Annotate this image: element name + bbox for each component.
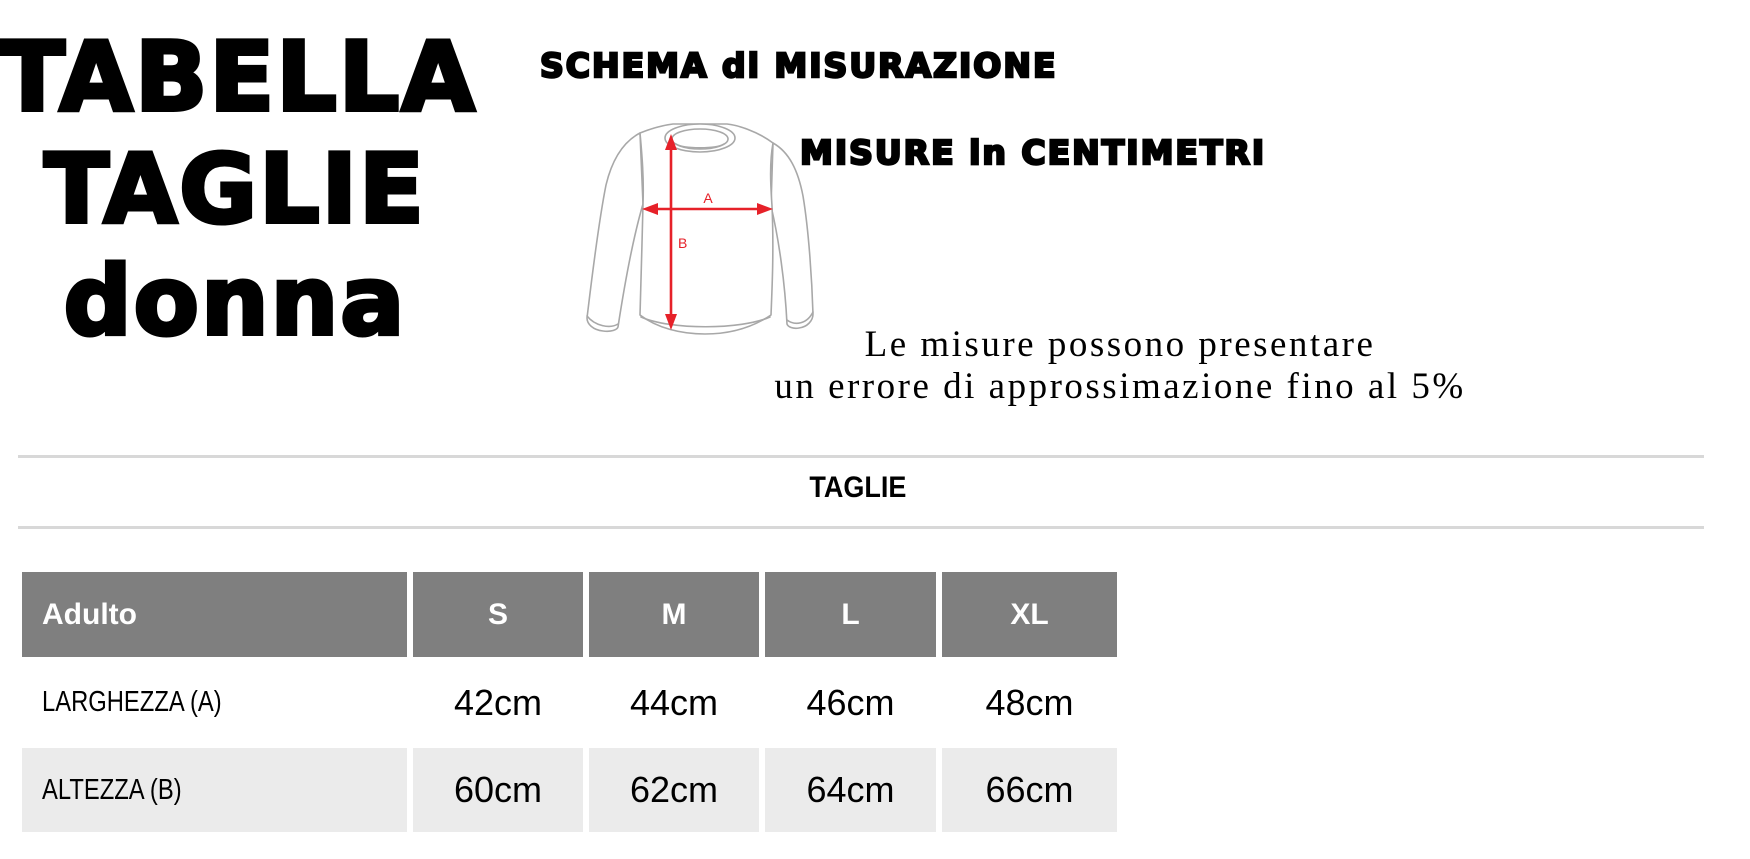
page-title-line-1: TABELLA <box>0 21 477 135</box>
width-arrow-label: A <box>703 190 713 206</box>
shirt-body <box>639 123 774 335</box>
units-heading: MISURE in CENTIMETRI <box>799 132 1267 174</box>
divider-bottom <box>18 526 1704 529</box>
width-value-l: 46cm <box>806 681 895 723</box>
width-value-m: 44cm <box>629 681 719 723</box>
table-row-height-label: ALTEZZA (B) <box>22 748 407 832</box>
height-value-s: 60cm <box>413 748 583 832</box>
approximation-note: Le misure possono presentare un errore d… <box>720 324 1520 408</box>
page-title: TABELLA TAGLIE donna <box>0 21 477 359</box>
shirt-illustration: A B <box>565 100 825 350</box>
shirt-left-sleeve <box>586 132 644 333</box>
approximation-note-line-2: un errore di approssimazione fino al 5% <box>774 366 1466 407</box>
measurement-scheme-heading: SCHEMA di MISURAZIONE <box>539 45 1058 87</box>
shirt-right-sleeve <box>770 142 814 330</box>
width-value-s: 42cm <box>453 681 543 723</box>
height-value-m: 62cm <box>589 748 759 832</box>
table-header-size-s: S <box>413 572 583 657</box>
sizes-section-title: TAGLIE <box>809 471 907 504</box>
page-title-line-3: donna <box>62 245 407 359</box>
table-header-group: Adulto <box>22 572 407 657</box>
height-value-l: 64cm <box>765 748 936 832</box>
height-arrow <box>665 134 677 330</box>
table-header-size-m: M <box>589 572 759 657</box>
width-value-xl: 48cm <box>985 681 1074 723</box>
approximation-note-line-1: Le misure possono presentare <box>864 324 1376 365</box>
height-arrow-label: B <box>678 235 687 251</box>
page-title-line-2: TAGLIE <box>42 133 426 247</box>
height-value-xl: 66cm <box>942 748 1117 832</box>
table-row-width-label: LARGHEZZA (A) <box>42 686 222 718</box>
table-header-size-xl: XL <box>942 572 1117 657</box>
table-header-size-l: L <box>765 572 936 657</box>
divider-top <box>18 455 1704 458</box>
shirt-diagram-svg: A B <box>586 123 814 335</box>
width-arrow <box>642 203 773 215</box>
size-table: Adulto S M L XL LARGHEZZA (A) 42cm 44cm … <box>22 572 1117 832</box>
